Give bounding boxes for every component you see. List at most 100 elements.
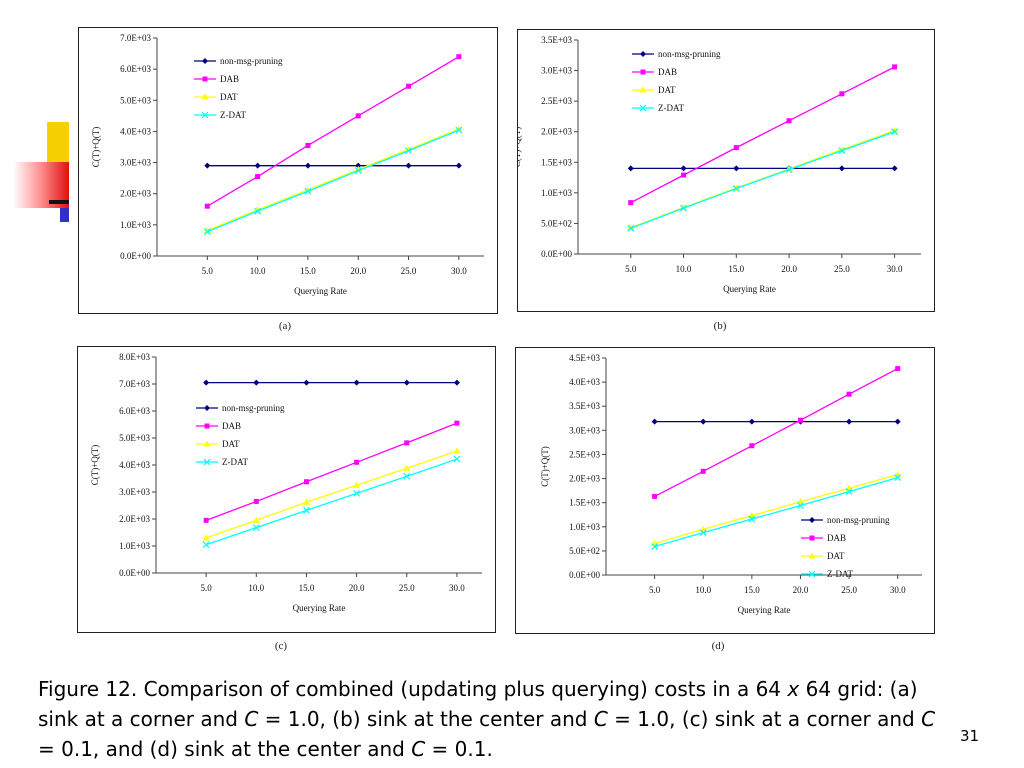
legend-marker (201, 93, 209, 100)
data-point (302, 498, 310, 505)
y-tick-label: 6.0E+03 (119, 406, 150, 416)
y-tick-label: 0.0E+00 (119, 568, 150, 578)
legend-marker (809, 535, 815, 541)
x-tick-label: 25.0 (401, 266, 417, 276)
data-point (891, 128, 899, 136)
data-point (403, 379, 410, 386)
x-tick-label: 10.0 (248, 583, 264, 593)
y-tick-label: 3.5E+03 (569, 401, 600, 411)
series-non-msg-pruning (651, 418, 901, 425)
legend-label: Z-DAT (222, 457, 248, 467)
data-point (304, 162, 311, 169)
x-tick-label: 30.0 (887, 264, 903, 274)
data-point (405, 147, 412, 155)
series-dat (202, 447, 461, 541)
series-line (630, 66, 895, 204)
data-point (355, 113, 361, 119)
x-tick-label: 30.0 (890, 585, 906, 595)
data-point (651, 543, 659, 550)
series-z-dat (202, 455, 461, 549)
decorative-dash (49, 200, 69, 204)
data-point (796, 498, 804, 505)
y-tick-label: 1.5E+03 (569, 498, 600, 508)
series-z-dat (203, 126, 463, 236)
data-point (353, 481, 361, 488)
data-point (894, 474, 902, 482)
x-axis-label: Querying Rate (293, 603, 346, 613)
y-tick-label: 3.5E+03 (541, 35, 572, 45)
y-tick-label: 1.0E+03 (120, 220, 151, 230)
x-tick-label: 15.0 (744, 585, 760, 595)
legend-marker (639, 86, 647, 93)
data-point (748, 418, 755, 425)
series-line (207, 129, 460, 233)
legend-item: Z-DAT (196, 457, 248, 467)
y-tick-label: 4.0E+03 (119, 460, 150, 470)
data-point (455, 126, 463, 134)
x-tick-label: 25.0 (399, 583, 415, 593)
y-tick-label: 8.0E+03 (119, 352, 150, 362)
data-point (252, 524, 260, 532)
legend-item: DAB (801, 533, 846, 543)
data-point (892, 64, 898, 70)
y-tick-label: 2.0E+03 (120, 189, 151, 199)
page-number: 31 (960, 727, 980, 745)
data-point (204, 162, 211, 169)
legend-item: DAB (196, 421, 241, 431)
y-tick-label: 5.0E+02 (569, 546, 600, 556)
data-point (838, 165, 845, 172)
x-tick-label: 20.0 (349, 583, 365, 593)
data-point (652, 493, 658, 499)
series-line (654, 368, 898, 497)
series-dab (628, 64, 898, 206)
series-dab (203, 420, 460, 523)
data-point (700, 468, 706, 474)
data-point (203, 379, 210, 386)
chart-panel-d: 0.0E+00 5.0E+02 1.0E+03 1.5E+03 2.0E+03 2.5E+… (515, 347, 935, 634)
data-point (891, 165, 898, 172)
data-point (732, 185, 740, 193)
series-z-dat (651, 474, 902, 550)
data-point (304, 187, 312, 195)
data-point (733, 145, 739, 151)
y-axis-label: C(T)+Q(T) (540, 446, 550, 487)
caption-part-6: = 0.1. (425, 737, 493, 761)
y-tick-label: 3.0E+03 (120, 158, 151, 168)
series-non-msg-pruning (203, 379, 460, 386)
legend-item: Z-DAT (632, 103, 684, 113)
caption-c-symbol-4: C (411, 737, 426, 761)
data-point (838, 147, 846, 155)
data-point (748, 515, 756, 523)
data-point (353, 489, 361, 497)
x-tick-label: 10.0 (676, 264, 692, 274)
y-tick-label: 0.0E+00 (541, 249, 572, 259)
legend-label: non-msg-pruning (827, 515, 890, 525)
y-axis-label: C(T)+Q(T) (90, 445, 100, 486)
legend: non-msg-pruning DAB DAT Z-DAT (632, 49, 721, 113)
x-tick-label: 25.0 (841, 585, 857, 595)
y-tick-label: 7.0E+03 (119, 379, 150, 389)
legend-marker (202, 76, 208, 82)
data-point (253, 379, 260, 386)
data-point (627, 224, 635, 232)
data-point (354, 167, 362, 175)
data-point (204, 203, 210, 209)
y-tick-label: 6.0E+03 (120, 64, 151, 74)
data-point (894, 471, 902, 478)
data-point (839, 91, 845, 97)
y-tick-label: 0.0E+00 (120, 251, 151, 261)
data-point (303, 506, 310, 514)
y-tick-label: 4.0E+03 (120, 126, 151, 136)
series-line (205, 422, 458, 521)
y-tick-label: 2.5E+03 (541, 96, 572, 106)
series-line (206, 56, 460, 207)
y-tick-label: 1.5E+03 (541, 157, 572, 167)
x-tick-label: 5.0 (202, 266, 214, 276)
legend-item: non-msg-pruning (196, 403, 285, 413)
legend-marker (201, 111, 209, 119)
data-point (254, 207, 262, 215)
y-tick-label: 4.5E+03 (569, 353, 600, 363)
y-tick-label: 5.0E+02 (541, 218, 572, 228)
legend-label: DAT (222, 439, 240, 449)
data-point (895, 366, 901, 372)
